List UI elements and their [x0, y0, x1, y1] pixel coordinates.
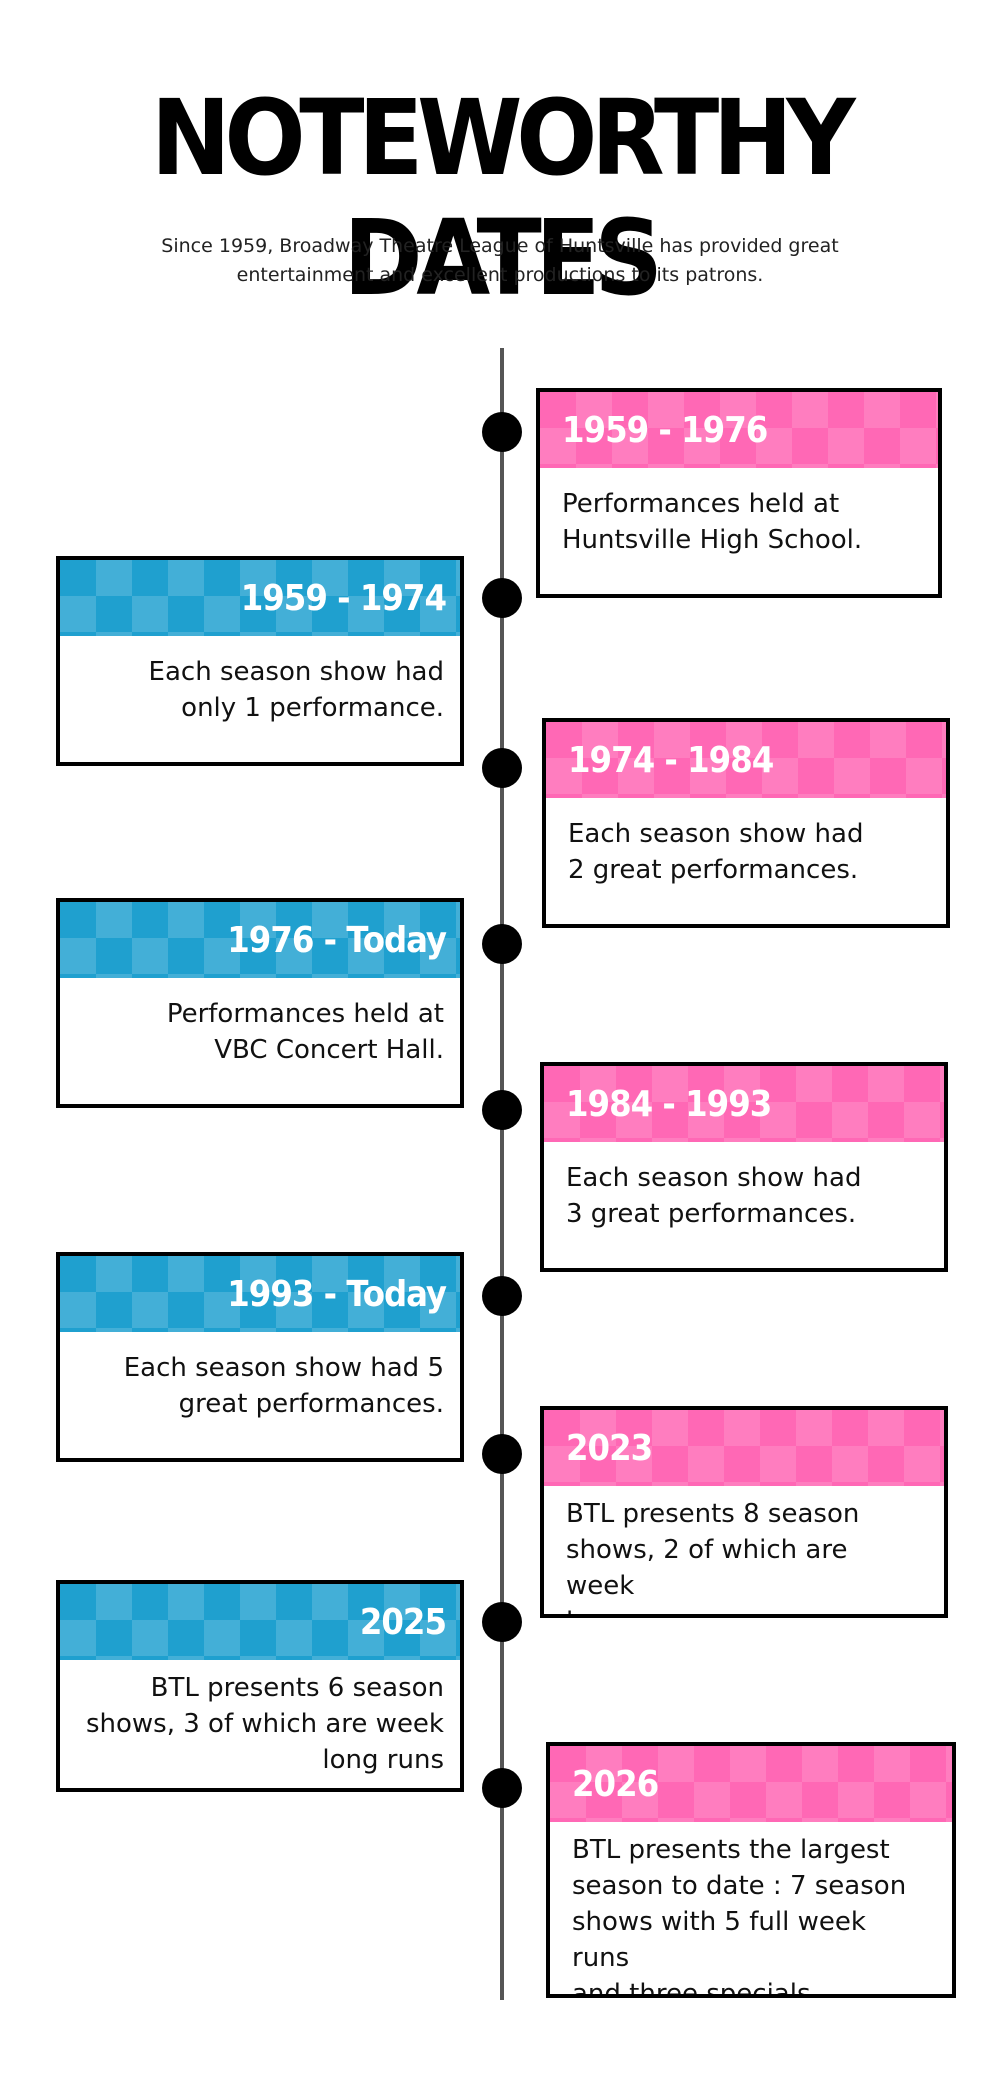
card-text: Performances held at VBC Concert Hall.	[166, 999, 444, 1065]
card-text: Each season show had 2 great performance…	[568, 819, 864, 885]
card-text: Each season show had only 1 performance.	[148, 657, 444, 723]
timeline-card-1993-today: 1993 - Today Each season show had 5 grea…	[56, 1252, 464, 1462]
card-heading: 2025	[60, 1584, 460, 1660]
timeline-card-1959-1976: 1959 - 1976 Performances held at Huntsvi…	[536, 388, 942, 598]
page-title: NOTEWORTHY DATES	[150, 77, 856, 319]
card-text: BTL presents the largest season to date …	[572, 1835, 907, 1998]
timeline-card-1984-1993: 1984 - 1993 Each season show had 3 great…	[540, 1062, 948, 1272]
timeline-dot	[482, 1768, 522, 1808]
card-text: Each season show had 5 great performance…	[123, 1353, 444, 1419]
card-text: Each season show had 3 great performance…	[566, 1163, 862, 1229]
card-heading: 2023	[544, 1410, 944, 1486]
timeline-dot	[482, 1276, 522, 1316]
card-heading: 1984 - 1993	[544, 1066, 944, 1142]
timeline-line	[500, 348, 504, 2000]
card-heading: 1959 - 1974	[60, 560, 460, 636]
timeline-dot	[482, 1602, 522, 1642]
timeline-card-2023: 2023 BTL presents 8 season shows, 2 of w…	[540, 1406, 948, 1618]
card-heading: 2026	[550, 1746, 952, 1822]
card-text: BTL presents 8 season shows, 2 of which …	[566, 1499, 860, 1614]
timeline-card-1976-today: 1976 - Today Performances held at VBC Co…	[56, 898, 464, 1108]
timeline-dot	[482, 578, 522, 618]
card-heading: 1959 - 1976	[540, 392, 938, 468]
timeline-card-1959-1974: 1959 - 1974 Each season show had only 1 …	[56, 556, 464, 766]
timeline-dot	[482, 1434, 522, 1474]
card-heading: 1976 - Today	[60, 902, 460, 978]
timeline-card-1974-1984: 1974 - 1984 Each season show had 2 great…	[542, 718, 950, 928]
timeline-card-2026: 2026 BTL presents the largest season to …	[546, 1742, 956, 1998]
card-heading: 1993 - Today	[60, 1256, 460, 1332]
timeline-card-2025: 2025 BTL presents 6 season shows, 3 of w…	[56, 1580, 464, 1792]
timeline-dot	[482, 412, 522, 452]
timeline-dot	[482, 748, 522, 788]
page-subtitle: Since 1959, Broadway Theatre League of H…	[161, 235, 839, 286]
timeline-dot	[482, 1090, 522, 1130]
card-text: Performances held at Huntsville High Sch…	[562, 489, 863, 555]
card-text: BTL presents 6 season shows, 3 of which …	[85, 1673, 444, 1775]
timeline-dot	[482, 924, 522, 964]
card-heading: 1974 - 1984	[546, 722, 946, 798]
